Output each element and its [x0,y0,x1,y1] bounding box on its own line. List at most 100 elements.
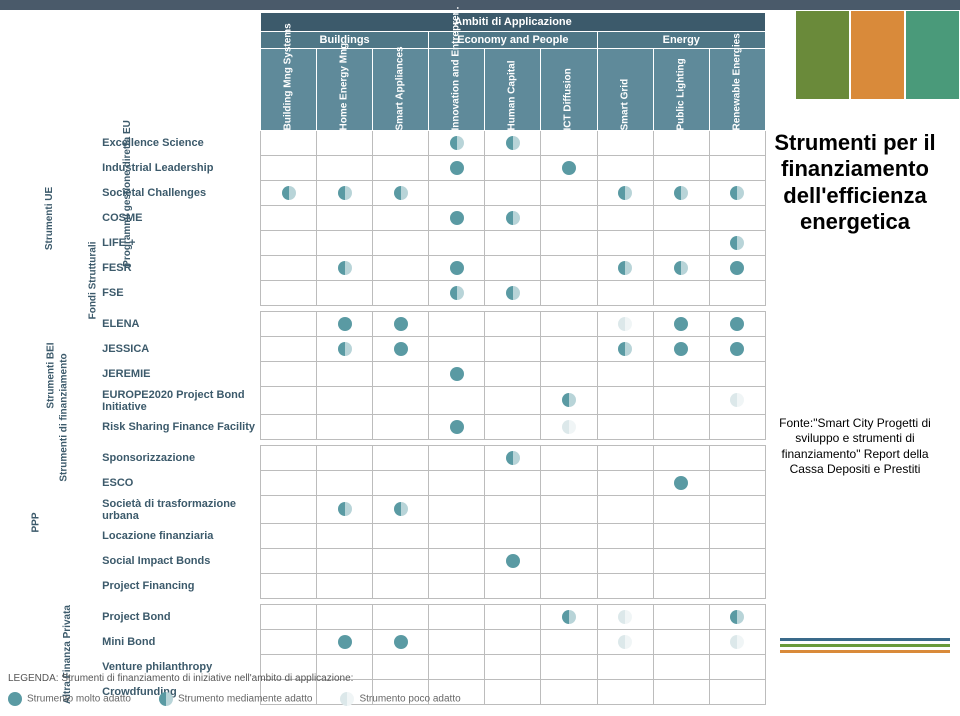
matrix-cell [597,524,653,549]
header-col: Home Energy Mng [317,49,373,131]
matrix-cell [653,256,709,281]
matrix-cell [653,605,709,630]
matrix-cell [429,549,485,574]
matrix-cell [597,256,653,281]
matrix-cell [373,156,429,181]
matrix-cell [260,231,316,256]
matrix-cell [653,181,709,206]
matrix-cell [429,156,485,181]
matrix-cell [260,574,316,599]
matrix-cell [260,362,316,387]
header-col: Human Capital [485,49,541,131]
matrix-cell [373,524,429,549]
matrix-cell [597,471,653,496]
matrix-cell [485,471,541,496]
matrix-cell [260,446,316,471]
matrix-cell [429,281,485,306]
matrix-cell [597,362,653,387]
matrix-cell [597,281,653,306]
matrix-cell [485,524,541,549]
matrix-cell [541,605,597,630]
matrix-cell [373,312,429,337]
row-label: JEREMIE [98,362,260,387]
matrix-cell [429,206,485,231]
matrix-cell [317,630,373,655]
matrix-cell [541,446,597,471]
matrix-cell [485,655,541,680]
row-label: ESCO [98,471,260,496]
cat1-label: Strumenti di finanziamento [0,131,18,705]
matrix-cell [541,312,597,337]
matrix-cell [709,156,765,181]
matrix-cell [597,337,653,362]
matrix-cell [429,231,485,256]
matrix-cell [260,131,316,156]
matrix-cell [485,387,541,415]
matrix-cell [260,256,316,281]
matrix-cell [485,605,541,630]
matrix-cell [541,206,597,231]
matrix-cell [373,362,429,387]
matrix-cell [597,181,653,206]
matrix-cell [317,574,373,599]
matrix-cell [317,131,373,156]
matrix-cell [597,680,653,705]
row-label: Risk Sharing Finance Facility [98,415,260,440]
matrix-cell [653,524,709,549]
matrix-cell [541,387,597,415]
matrix-cell [653,387,709,415]
matrix-cell [709,362,765,387]
matrix-cell [317,471,373,496]
matrix-cell [485,337,541,362]
cat2-label: Strumenti UE [18,131,54,306]
matrix-cell [317,387,373,415]
matrix-cell [373,206,429,231]
matrix-cell [653,471,709,496]
matrix-cell [597,549,653,574]
matrix-cell [597,131,653,156]
matrix-cell [373,496,429,524]
matrix-cell [485,231,541,256]
matrix-cell [373,256,429,281]
matrix-cell [317,524,373,549]
matrix-cell [597,446,653,471]
decorative-banner [795,10,960,100]
matrix-cell [709,605,765,630]
matrix-cell [260,415,316,440]
row-label: Mini Bond [98,630,260,655]
matrix-cell [653,496,709,524]
matrix-cell [541,496,597,524]
matrix-cell [541,337,597,362]
matrix-cell [541,181,597,206]
header-apps: Ambiti di Applicazione [260,13,765,32]
matrix-cell [429,337,485,362]
matrix-cell [373,471,429,496]
matrix-cell [653,231,709,256]
slide-title: Strumenti per il finanziamento dell'effi… [765,130,945,236]
matrix-table: Ambiti di ApplicazioneBuildingsEconomy a… [0,12,766,705]
matrix-cell [260,630,316,655]
matrix-cell [541,415,597,440]
matrix-cell [317,446,373,471]
matrix-cell [317,206,373,231]
matrix-cell [373,605,429,630]
matrix-cell [485,256,541,281]
matrix-cell [373,231,429,256]
matrix-cell [373,574,429,599]
matrix-cell [317,337,373,362]
matrix-cell [541,256,597,281]
matrix-cell [541,524,597,549]
matrix-cell [597,605,653,630]
matrix-cell [429,446,485,471]
matrix-cell [485,131,541,156]
matrix-cell [709,630,765,655]
matrix-cell [373,630,429,655]
matrix-cell [260,496,316,524]
row-label: FSE [98,281,260,306]
header-col: Innovation and Entrepren. [429,49,485,131]
matrix-cell [597,231,653,256]
matrix-cell [317,362,373,387]
matrix-cell [709,206,765,231]
matrix-cell [653,206,709,231]
matrix-cell [429,574,485,599]
